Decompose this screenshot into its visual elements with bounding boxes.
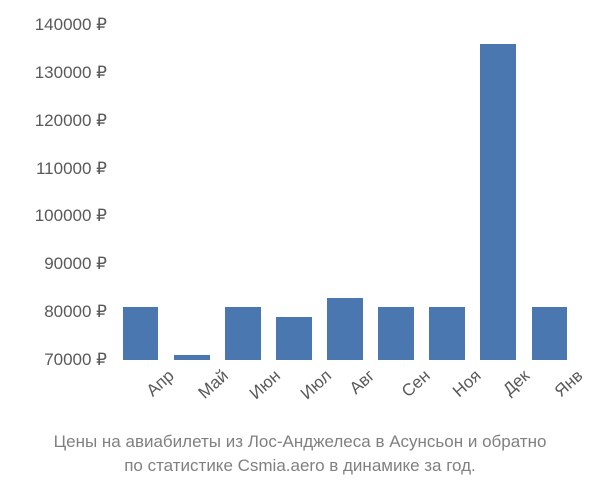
caption-line-2: по статистике Csmia.aero в динамике за г… — [0, 454, 600, 478]
y-tick-label: 140000 ₽ — [35, 15, 115, 35]
x-tick-label: Янв — [551, 366, 587, 401]
caption-line-1: Цены на авиабилеты из Лос-Анджелеса в Ас… — [0, 430, 600, 454]
y-tick-label: 70000 ₽ — [44, 350, 115, 370]
bar — [174, 355, 210, 360]
plot-area: 70000 ₽80000 ₽90000 ₽100000 ₽110000 ₽120… — [115, 25, 575, 360]
x-tick-label: Ноя — [449, 366, 485, 402]
y-tick-label: 100000 ₽ — [35, 206, 115, 226]
bar — [123, 307, 159, 360]
y-tick-label: 130000 ₽ — [35, 63, 115, 83]
bar — [532, 307, 568, 360]
x-tick-label: Дек — [500, 366, 534, 400]
bar — [378, 307, 414, 360]
bar — [327, 298, 363, 360]
x-tick-label: Апр — [142, 366, 178, 401]
bar — [225, 307, 261, 360]
x-tick-label: Авг — [346, 366, 379, 399]
x-tick-label: Июн — [246, 366, 285, 404]
y-tick-label: 110000 ₽ — [36, 159, 115, 179]
price-bar-chart: 70000 ₽ 80000 ₽ 90000 ₽ 100000 ₽ 110000 ₽ 120… — [0, 0, 600, 500]
bar — [429, 307, 465, 360]
y-tick-label: 90000 ₽ — [44, 254, 115, 274]
chart-caption: Цены на авиабилеты из Лос-Анджелеса в Ас… — [0, 430, 600, 478]
y-tick-label: 120000 ₽ — [35, 111, 115, 131]
x-tick-label: Май — [194, 366, 232, 403]
bar — [480, 44, 516, 360]
x-tick-label: Июл — [297, 366, 336, 404]
x-tick-label: Сен — [398, 366, 435, 402]
bar — [276, 317, 312, 360]
y-tick-label: 80000 ₽ — [44, 302, 115, 322]
